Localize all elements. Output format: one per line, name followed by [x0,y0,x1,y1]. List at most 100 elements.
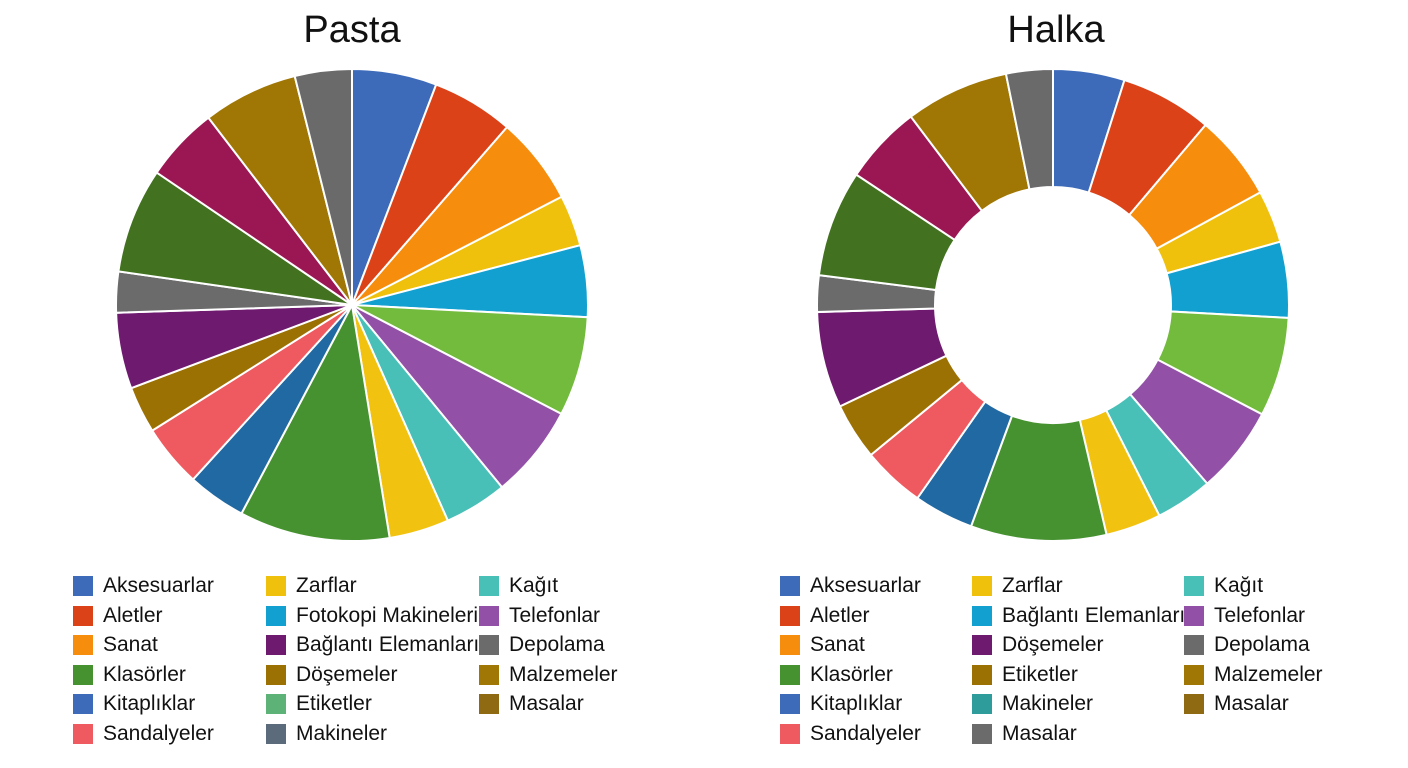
legend-label: Makineler [296,722,388,745]
legend-swatch [972,724,992,744]
legend-swatch [1184,664,1204,685]
legend-swatch [1184,605,1204,626]
legend-label: Bağlantı Elemanları [296,633,480,657]
legend-item: Sandalyeler [780,722,921,746]
legend-label: Telefonlar [509,603,601,627]
legend-item: Fotokopi Makineleri [266,604,478,628]
legend-label: Makineler [1002,692,1094,716]
pie-chart-panel: Pasta Aksesuarlar Aletler Sanat Klasörler Ki… [73,9,618,746]
legend-item: Sanat [73,633,158,657]
legend-item: Aletler [73,604,163,628]
legend-swatch [266,694,286,715]
legend-swatch [1184,576,1204,596]
legend-item: Zarflar [972,574,1063,598]
legend-label: Kağıt [509,574,559,597]
legend-item: Aksesuarlar [73,574,214,598]
legend-item: Makineler [266,722,387,746]
legend-label: Sandalyeler [103,722,214,745]
legend-label: Masalar [509,692,584,716]
legend-label: Zarflar [296,574,357,597]
chart-slice [117,171,353,306]
legend-item: Zarflar [266,574,357,598]
legend-item: Sandalyeler [73,722,214,746]
legend-swatch [266,576,286,596]
legend-swatch [266,724,286,744]
legend-label: Sandalyeler [810,722,921,745]
legend-label: Klasörler [810,662,893,686]
donut-chart-title: Halka [1007,9,1105,51]
legend-label: Aksesuarlar [103,574,214,597]
legend-label: Depolama [1214,633,1310,657]
legend-label: Etiketler [296,692,372,716]
legend-item: Kağıt [1184,574,1263,598]
legend-label: Masalar [1002,722,1077,745]
legend-swatch [73,635,93,656]
legend-label: Kağıt [1214,574,1264,597]
legend-label: Aletler [103,603,163,627]
legend-label: Telefonlar [1214,603,1306,627]
donut-chart-plot [816,67,1290,542]
donut-chart-panel: Halka Aksesuarlar Aletler Sanat Klasörler Ki… [704,0,1408,768]
legend-item: Kitaplıklar [73,692,195,716]
legend-label: Masalar [1214,692,1289,716]
legend-swatch [73,576,93,596]
legend-label: Klasörler [103,662,186,686]
legend-item: Masalar [972,722,1077,746]
legend-swatch [780,664,800,685]
legend-label: Zarflar [1002,574,1063,597]
legend-label: Döşemeler [296,662,398,686]
legend-swatch [972,635,992,656]
legend-swatch [266,635,286,656]
legend-item: Makineler [972,692,1093,716]
legend-swatch [780,635,800,656]
legend-swatch [73,605,93,626]
legend-label: Aksesuarlar [810,574,921,597]
legend-swatch [780,694,800,715]
legend-item: Telefonlar [1184,604,1305,628]
legend-label: Bağlantı Elemanları [1002,603,1186,627]
legend-item: Bağlantı Elemanları [972,604,1185,628]
legend-swatch [780,605,800,626]
legend-item: Depolama [1184,633,1310,657]
legend-item: Sanat [780,633,865,657]
legend-swatch [972,605,992,626]
legend-label: Sanat [103,633,158,657]
legend-swatch [479,605,499,626]
legend-item: Masalar [479,692,584,716]
legend-swatch [1184,635,1204,656]
legend-item: Aletler [780,604,870,628]
legend-swatch [73,724,93,744]
chart-slice [240,301,391,542]
legend-swatch [73,664,93,685]
legend-item: Kitaplıklar [780,692,902,716]
legend-item: Malzemeler [479,663,618,687]
legend-item: Kağıt [479,574,558,598]
legend-label: Malzemeler [509,662,618,686]
legend-item: Klasörler [73,663,186,687]
legend-label: Kitaplıklar [103,692,196,716]
legend-label: Kitaplıklar [810,692,903,716]
legend-item: Klasörler [780,663,893,687]
legend-swatch [972,694,992,715]
legend-swatch [972,664,992,685]
legend-item: Döşemeler [972,633,1104,657]
pie-chart-plot [115,67,589,542]
legend-swatch [780,724,800,744]
legend-item: Malzemeler [1184,663,1323,687]
legend-swatch [479,694,499,715]
legend-label: Malzemeler [1214,662,1323,686]
legend-swatch [972,576,992,596]
legend-item: Depolama [479,633,605,657]
legend-item: Bağlantı Elemanları [266,633,479,657]
pie-chart-title: Pasta [303,9,401,51]
legend-swatch [780,576,800,596]
legend-swatch [73,694,93,715]
chart-slice [293,67,353,306]
legend-swatch [266,605,286,626]
legend-swatch [479,664,499,685]
legend-label: Sanat [810,633,865,657]
legend-swatch [266,664,286,685]
legend-item: Telefonlar [479,604,600,628]
legend-item: Döşemeler [266,663,398,687]
chart-slice [1004,67,1054,191]
